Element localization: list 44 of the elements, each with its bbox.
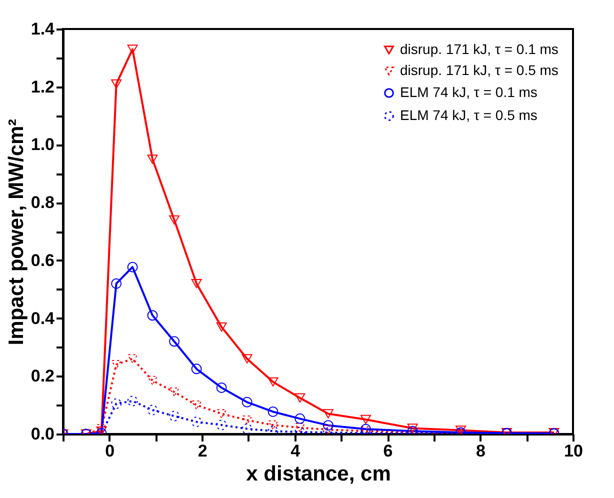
y-tick-label: 0.0 bbox=[30, 424, 54, 444]
legend-label: disrup. 171 kJ, τ = 0.1 ms bbox=[400, 41, 558, 57]
y-tick-label: 0.6 bbox=[30, 250, 54, 270]
point bbox=[216, 322, 227, 332]
point bbox=[111, 278, 122, 289]
point bbox=[127, 44, 138, 54]
point bbox=[191, 364, 202, 374]
point bbox=[169, 336, 180, 347]
point bbox=[147, 310, 158, 321]
point bbox=[360, 424, 371, 434]
legend-label: ELM 74 kJ, τ = 0.5 ms bbox=[400, 107, 538, 123]
point bbox=[322, 409, 334, 418]
point bbox=[111, 79, 122, 89]
point bbox=[268, 377, 278, 387]
y-axis-title: Impact power, MW/cm² bbox=[4, 118, 28, 346]
x-tick-label: 4 bbox=[290, 442, 301, 460]
legend-label: ELM 74 kJ, τ = 0.1 ms bbox=[400, 84, 538, 100]
point bbox=[191, 278, 202, 288]
y-tick-label: 1.4 bbox=[30, 20, 56, 38]
point bbox=[147, 154, 158, 164]
point bbox=[294, 393, 306, 402]
point bbox=[242, 396, 252, 408]
x-tick-label: 6 bbox=[383, 442, 393, 460]
x-tick-label: 10 bbox=[564, 442, 583, 460]
point bbox=[242, 354, 252, 364]
point bbox=[127, 354, 138, 364]
y-tick-label: 1.0 bbox=[30, 135, 54, 154]
x-tick-label: 2 bbox=[198, 442, 208, 460]
y-tick-label: 0.2 bbox=[30, 366, 54, 386]
x-tick-label: 8 bbox=[476, 442, 486, 460]
point bbox=[216, 382, 227, 393]
y-tick-label: 0.8 bbox=[30, 193, 54, 212]
point bbox=[322, 420, 334, 431]
point bbox=[360, 414, 371, 424]
point bbox=[127, 262, 138, 272]
point bbox=[268, 420, 278, 430]
legend-label: disrup. 171 kJ, τ = 0.5 ms bbox=[400, 62, 558, 78]
point bbox=[268, 406, 278, 417]
point bbox=[294, 413, 306, 424]
x-axis-title: x distance, cm bbox=[246, 462, 391, 486]
y-tick-label: 0.4 bbox=[30, 308, 56, 328]
point bbox=[169, 215, 180, 225]
x-tick-label: 0 bbox=[105, 442, 115, 460]
y-tick-label: 1.2 bbox=[30, 77, 54, 96]
